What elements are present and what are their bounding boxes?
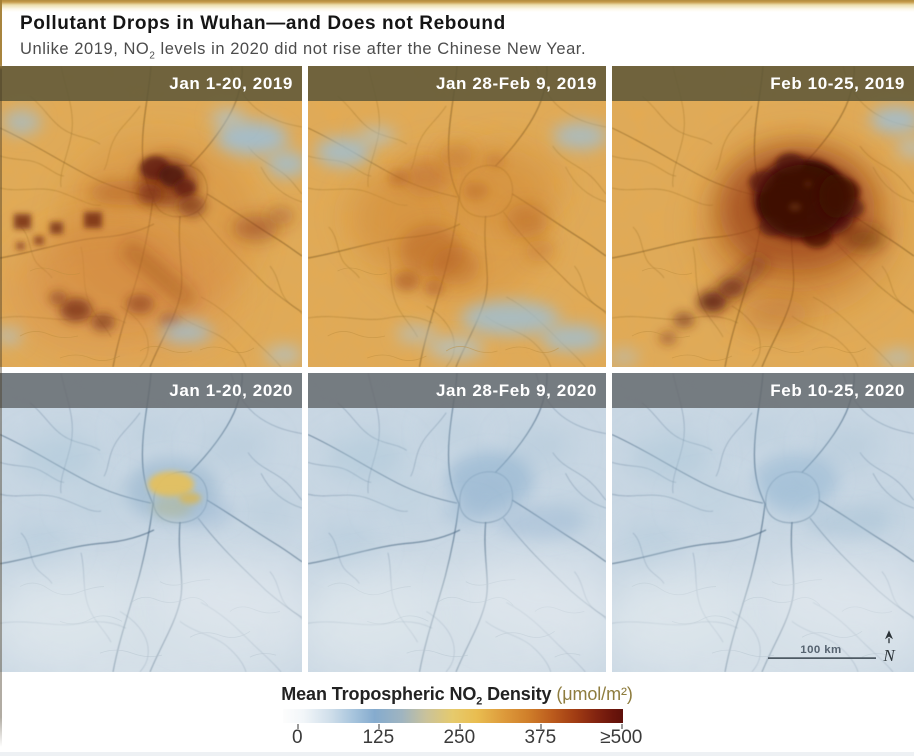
svg-text:N: N	[882, 646, 896, 665]
svg-text:100 km: 100 km	[800, 644, 841, 656]
